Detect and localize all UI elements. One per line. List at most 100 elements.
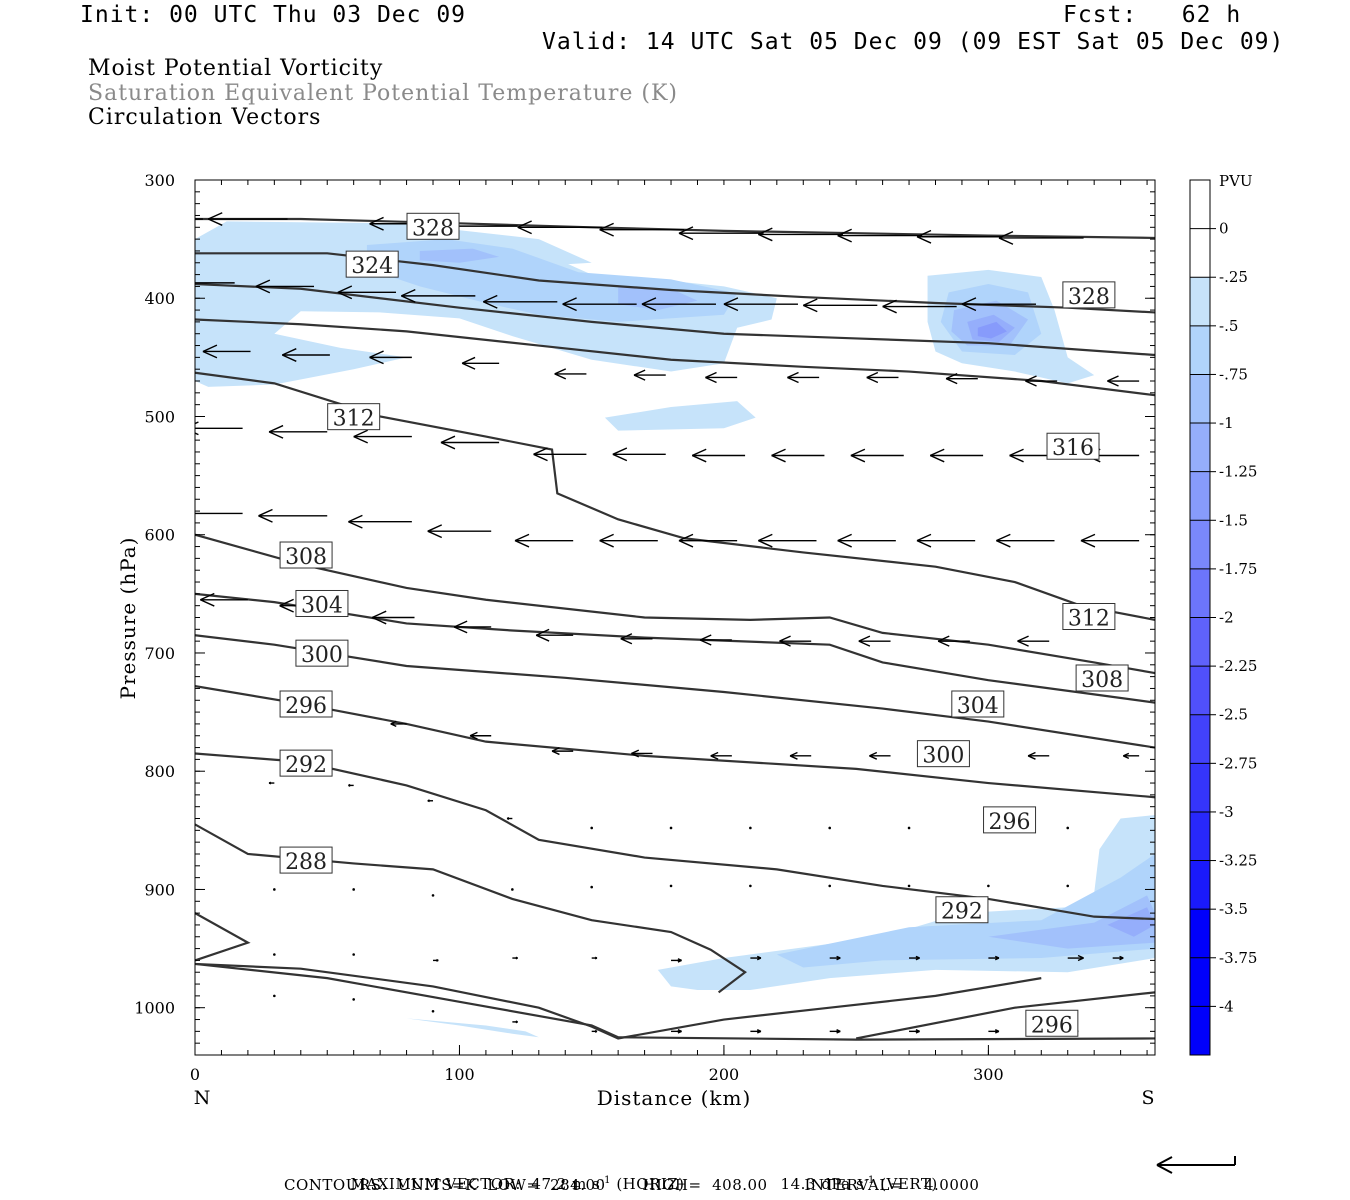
vector-head	[850, 448, 866, 463]
contour-label: 316	[1046, 432, 1100, 461]
vector-head	[469, 731, 478, 740]
contour-label-box	[279, 541, 333, 569]
contour-label: 304	[295, 589, 349, 618]
contour-label-box	[279, 749, 333, 777]
vector-head	[945, 373, 958, 385]
vector-arrow	[268, 424, 328, 439]
contour-label: 296	[983, 806, 1037, 835]
colorbar-label: -3.75	[1219, 949, 1257, 967]
vector-arrow	[433, 958, 439, 962]
vector-arrow	[482, 294, 558, 309]
vector-arrow	[390, 720, 407, 728]
contour-label-text: 296	[989, 810, 1031, 835]
vector-arrow	[705, 371, 738, 384]
vector-arrow	[599, 533, 658, 548]
vector-head	[515, 1020, 518, 1024]
vector-arrow	[517, 220, 603, 235]
vector-arrow	[749, 826, 752, 830]
pv-region	[195, 221, 777, 387]
colorbar-swatch	[1190, 520, 1210, 570]
contour-label-box	[279, 690, 333, 718]
vector-arrow	[506, 817, 513, 820]
vector-head	[1122, 752, 1130, 759]
contour-label-box	[1025, 1009, 1079, 1037]
colorbar-swatch	[1190, 957, 1210, 1007]
vector-head	[169, 507, 183, 520]
contour-label-text: 304	[301, 593, 343, 618]
contour-label-text: 308	[1081, 668, 1123, 693]
contour-label-box	[935, 896, 989, 924]
vector-head	[514, 533, 530, 548]
vector-head	[758, 227, 773, 242]
vector-head	[554, 368, 567, 380]
vector-arrow	[749, 884, 752, 888]
max-vector-unit-exponent: -1	[600, 1175, 612, 1186]
vector-head	[1025, 375, 1037, 387]
vector-arrow	[431, 894, 435, 897]
field-title-pv: Moist Potential Vorticity	[88, 56, 384, 81]
theta-contour-surface	[195, 962, 1155, 1041]
contour-label: 288	[279, 846, 333, 875]
init-time: Init: 00 UTC Thu 03 Dec 09	[80, 2, 467, 28]
vector-arrow	[461, 356, 500, 370]
colorbar-swatch	[1190, 568, 1210, 618]
vector-arrow	[671, 958, 682, 963]
x-axis-label: Distance (km)	[597, 1086, 752, 1110]
vector-arrow	[787, 371, 820, 384]
vector-arrow	[273, 994, 276, 998]
vector-arrow	[352, 998, 355, 1001]
colorbar-swatch	[1190, 471, 1210, 521]
colorbar-swatch	[1190, 423, 1210, 473]
y-tick-label: 400	[144, 289, 175, 308]
south-label: S	[1141, 1087, 1154, 1109]
vector-arrow	[779, 635, 812, 647]
vector-head	[691, 448, 707, 463]
vector-head	[176, 277, 190, 290]
vector-arrow	[514, 533, 574, 548]
vector-arrow	[369, 350, 412, 365]
contour-label: 312	[327, 403, 381, 432]
vector-head	[453, 620, 468, 634]
vector-arrow	[427, 799, 434, 803]
vector-arrow	[453, 620, 492, 634]
vector-arrow	[669, 826, 673, 830]
vector-arrow	[207, 212, 288, 226]
vector-head	[620, 633, 633, 645]
vector-head	[281, 348, 297, 362]
vector-arrow	[401, 288, 476, 303]
colorbar-swatch	[1190, 374, 1210, 424]
vector-arrow	[169, 507, 243, 520]
pv-region	[419, 248, 500, 263]
vector-head	[723, 297, 739, 312]
contour-label: 292	[935, 896, 989, 925]
vector-head	[440, 435, 456, 450]
theta-contour-292b	[195, 912, 251, 962]
vector-arrow	[699, 634, 732, 646]
vector-head	[427, 524, 443, 539]
forecast-hour: Fcst: 62 h	[1063, 2, 1242, 28]
contour-label-text: 296	[1031, 1013, 1073, 1038]
vector-head	[758, 533, 773, 548]
contour-label: 304	[951, 690, 1005, 719]
y-tick-label: 700	[144, 644, 175, 663]
vector-arrow	[348, 783, 354, 787]
contour-label-text: 324	[351, 254, 393, 279]
vector-arrow	[591, 1029, 598, 1033]
colorbar-label: -.25	[1219, 268, 1248, 286]
contour-label-box	[295, 639, 349, 667]
vector-head	[915, 1029, 920, 1034]
vector-arrow	[850, 448, 904, 463]
vector-head	[837, 228, 852, 243]
vector-arrow	[678, 226, 764, 241]
vector-arrow	[633, 369, 666, 381]
vector-head	[677, 958, 682, 963]
y-tick-label: 300	[144, 171, 175, 190]
vector-arrow	[469, 731, 492, 740]
vector-arrow	[612, 447, 666, 462]
vector-head	[371, 610, 387, 625]
vector-arrow	[866, 371, 899, 384]
reference-vector-icon	[1156, 1156, 1236, 1174]
vector-arrow	[533, 447, 587, 462]
colorbar-label: -3.5	[1219, 900, 1248, 918]
contour-label: 312	[1062, 603, 1116, 632]
